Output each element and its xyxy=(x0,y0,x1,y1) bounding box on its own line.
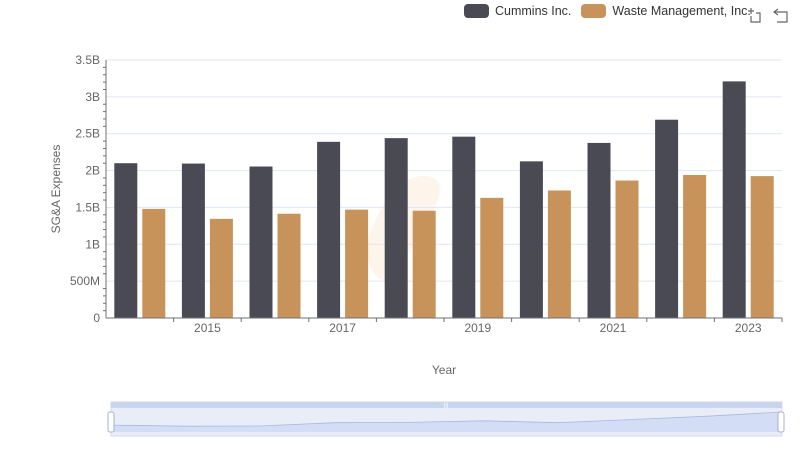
bar-cummins-2014[interactable] xyxy=(114,163,138,318)
bar-waste-management-2019[interactable] xyxy=(480,197,504,318)
x-axis-title: Year xyxy=(432,363,456,377)
y-tick-label: 0 xyxy=(93,311,100,325)
legend-item-waste-management[interactable]: Waste Management, Inc. xyxy=(581,4,751,18)
y-tick-label: 3B xyxy=(85,90,100,104)
bar-cummins-2023[interactable] xyxy=(722,81,746,319)
x-tick-label: 2023 xyxy=(735,321,762,335)
legend-label-cummins: Cummins Inc. xyxy=(495,4,572,18)
bar-waste-management-2017[interactable] xyxy=(345,209,369,318)
y-tick-label: 500M xyxy=(70,274,100,288)
bar-cummins-2022[interactable] xyxy=(655,119,679,318)
legend: Cummins Inc. Waste Management, Inc. xyxy=(464,4,751,18)
axes: 0 500M 1B 1.5B 2B 2.5B 3B 3.5B 2015 2017 2019 2021 2… xyxy=(70,53,783,335)
bar-waste-management-2014[interactable] xyxy=(142,208,166,318)
bars xyxy=(114,81,774,319)
legend-swatch-cummins xyxy=(464,4,489,18)
bar-waste-management-2021[interactable] xyxy=(615,180,639,318)
zoom-icon[interactable] xyxy=(746,6,764,24)
bar-cummins-2018[interactable] xyxy=(384,138,408,318)
restore-icon[interactable] xyxy=(772,6,790,24)
data-zoom-slider[interactable]: ||| xyxy=(107,401,785,437)
bar-cummins-2021[interactable] xyxy=(587,142,611,318)
bar-cummins-2016[interactable] xyxy=(249,166,273,318)
bar-waste-management-2022[interactable] xyxy=(683,174,707,318)
y-tick-label: 2.5B xyxy=(75,127,100,141)
legend-item-cummins[interactable]: Cummins Inc. xyxy=(464,4,571,18)
slider-preview-line xyxy=(110,411,783,427)
x-tick-label: 2019 xyxy=(464,321,491,335)
y-tick-label: 1.5B xyxy=(75,200,100,214)
chart-toolbar xyxy=(746,6,790,24)
bar-waste-management-2023[interactable] xyxy=(750,176,774,318)
slider-grip-icon: ||| xyxy=(444,403,449,409)
bar-waste-management-2018[interactable] xyxy=(412,210,436,318)
slider-right-handle[interactable] xyxy=(777,411,785,433)
y-axis-title: SG&A Expenses xyxy=(49,145,63,234)
x-tick-label: 2021 xyxy=(600,321,627,335)
legend-swatch-waste-management xyxy=(581,4,607,18)
bar-cummins-2017[interactable] xyxy=(317,141,341,318)
bar-cummins-2015[interactable] xyxy=(181,163,205,318)
bar-cummins-2019[interactable] xyxy=(452,136,476,318)
bar-waste-management-2016[interactable] xyxy=(277,213,301,318)
legend-label-waste-management: Waste Management, Inc. xyxy=(612,4,751,18)
y-tick-label: 1B xyxy=(85,237,100,251)
grid-lines xyxy=(106,59,782,282)
bar-waste-management-2020[interactable] xyxy=(547,190,571,318)
bar-waste-management-2015[interactable] xyxy=(209,218,233,318)
x-tick-label: 2017 xyxy=(329,321,356,335)
slider-handle-bar[interactable] xyxy=(111,402,782,408)
bar-cummins-2020[interactable] xyxy=(519,161,543,318)
y-tick-label: 3.5B xyxy=(75,53,100,67)
x-tick-label: 2015 xyxy=(194,321,221,335)
slider-left-handle[interactable] xyxy=(107,411,115,433)
y-tick-label: 2B xyxy=(85,164,100,178)
